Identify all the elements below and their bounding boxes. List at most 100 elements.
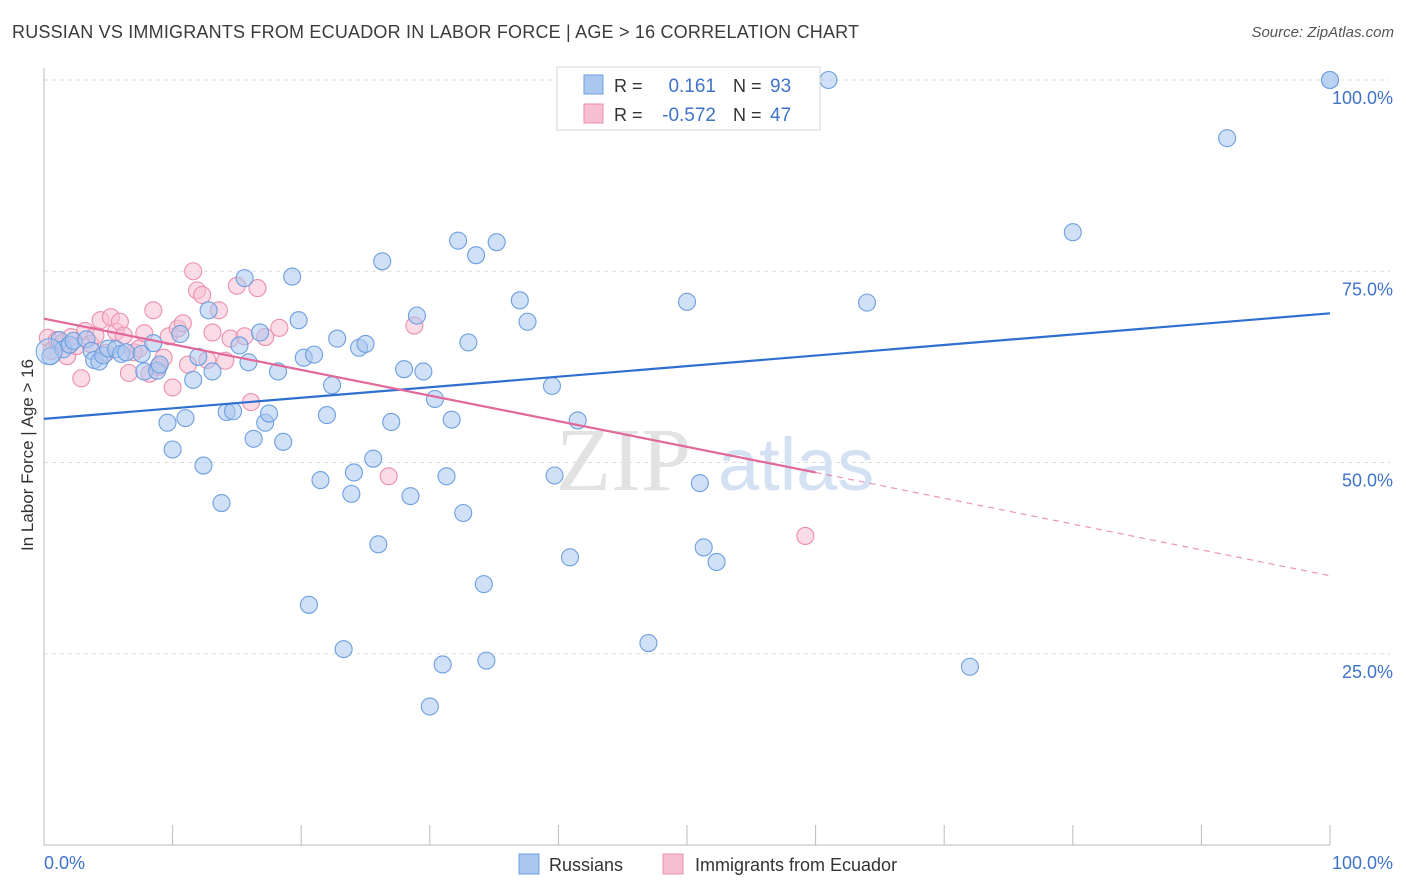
russians-point — [395, 360, 414, 379]
russians-point — [1320, 70, 1340, 90]
source-credit: Source: ZipAtlas.com — [1251, 24, 1394, 41]
russians-cluster-point — [35, 338, 63, 366]
russians-point — [373, 252, 392, 271]
russians-point — [171, 324, 190, 344]
russians-point — [420, 697, 439, 716]
legend-r-label-2: R = — [614, 105, 643, 125]
russians-point — [132, 344, 151, 363]
russians-point — [474, 575, 493, 594]
watermark: ZIP atlas — [556, 411, 874, 510]
russians-point — [150, 355, 169, 374]
legend-swatch-ecuador — [583, 103, 604, 124]
russians-point — [328, 329, 347, 348]
ecuador-point — [796, 526, 815, 545]
russians-point — [250, 323, 270, 342]
russians-point — [518, 312, 537, 331]
legend-r-label-1: R = — [614, 76, 643, 96]
x-tick-label-max: 100.0% — [1332, 853, 1393, 873]
russians-point — [117, 343, 136, 362]
russians-point — [454, 503, 473, 523]
russians-point — [707, 552, 726, 572]
russians-point — [364, 449, 383, 468]
russians-point — [449, 231, 468, 250]
legend-r-value-2: -0.572 — [662, 105, 716, 126]
y-tick-label-75: 75.0% — [1342, 279, 1393, 299]
axes — [43, 68, 1331, 846]
russians-point — [283, 267, 302, 286]
ecuador-trend-extension — [815, 471, 1331, 577]
legend-n-value-2: 47 — [770, 105, 791, 126]
grid-lines — [44, 79, 1390, 655]
russians-point — [425, 389, 444, 409]
ecuador-point — [248, 279, 267, 298]
russians-point — [467, 246, 486, 265]
series-russians-points — [35, 70, 1340, 716]
trend-lines — [43, 312, 1331, 577]
chart-title: RUSSIAN VS IMMIGRANTS FROM ECUADOR IN LA… — [12, 22, 860, 42]
y-tick-label-25: 25.0% — [1342, 662, 1393, 682]
x-tick-label-min: 0.0% — [44, 853, 85, 873]
correlation-legend: R = 0.161 N = 93 R = -0.572 N = 47 — [556, 66, 821, 131]
ecuador-point — [270, 318, 289, 337]
ecuador-trend-line — [43, 317, 816, 474]
legend-n-label-2: N = — [733, 105, 762, 125]
y-axis-label: In Labor Force | Age > 16 — [18, 359, 37, 551]
russians-point — [1063, 223, 1082, 242]
russians-point — [459, 333, 478, 352]
russians-point — [639, 633, 658, 653]
russians-point — [259, 404, 279, 423]
russians-point — [158, 413, 177, 432]
russians-point — [414, 362, 433, 381]
russians-point — [382, 412, 401, 432]
series-legend-swatch-russians — [518, 853, 540, 875]
legend-swatch-russians — [583, 74, 604, 95]
ecuador-point — [163, 378, 182, 397]
russians-point — [235, 269, 254, 288]
ecuador-point — [193, 285, 212, 305]
russians-point — [487, 233, 506, 252]
legend-n-label-1: N = — [733, 76, 762, 96]
legend-n-value-1: 93 — [770, 76, 791, 97]
russians-point — [433, 655, 452, 674]
russians-point — [407, 306, 426, 325]
watermark-atlas: atlas — [718, 423, 874, 506]
russians-point — [299, 595, 318, 614]
ecuador-point — [72, 369, 91, 388]
series-legend-label-russians: Russians — [549, 855, 623, 875]
russians-point — [317, 406, 336, 425]
series-ecuador-points — [38, 262, 815, 545]
russians-point — [230, 336, 249, 355]
y-tick-label-100: 100.0% — [1332, 88, 1393, 108]
russians-point — [437, 467, 456, 486]
russians-point — [184, 370, 203, 389]
tick-labels: 25.0% 50.0% 75.0% 100.0% 0.0% 100.0% — [44, 88, 1393, 873]
russians-point — [289, 311, 308, 330]
russians-point — [542, 376, 562, 396]
russians-point — [560, 548, 580, 567]
russians-point — [857, 293, 877, 312]
russians-point — [401, 487, 420, 506]
legend-r-value-1: 0.161 — [668, 76, 716, 97]
series-legend-label-ecuador: Immigrants from Ecuador — [695, 855, 897, 875]
russians-point — [677, 292, 697, 311]
russians-point — [1218, 129, 1237, 148]
russians-point — [239, 353, 258, 372]
russians-point — [323, 376, 342, 395]
russians-point — [244, 429, 263, 448]
russians-point — [356, 334, 375, 353]
russians-point — [819, 70, 838, 90]
russians-point — [369, 535, 388, 554]
ecuador-point — [379, 467, 398, 486]
ecuador-point — [119, 363, 138, 383]
ecuador-point — [203, 323, 222, 342]
russians-point — [144, 334, 163, 353]
russians-point — [223, 402, 243, 421]
russians-point — [203, 362, 222, 381]
russians-point — [344, 463, 363, 482]
series-legend-swatch-ecuador — [662, 853, 684, 875]
russians-point — [334, 640, 353, 659]
russians-point — [690, 474, 709, 493]
russians-point — [199, 301, 218, 320]
y-tick-label-50: 50.0% — [1342, 471, 1393, 491]
